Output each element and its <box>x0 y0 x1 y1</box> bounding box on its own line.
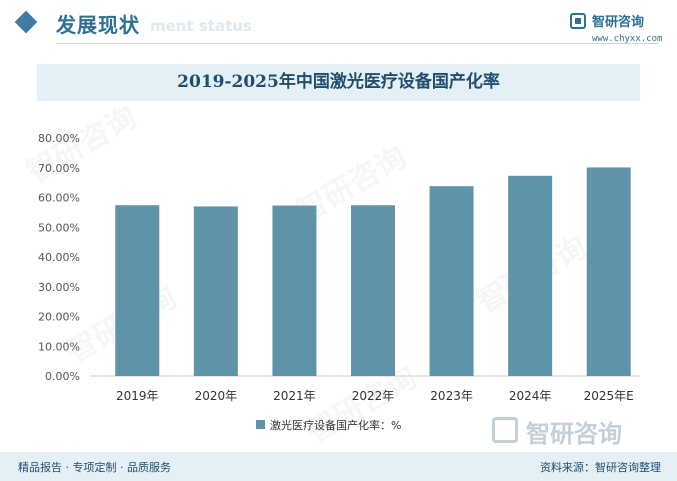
x-tick-label: 2020年 <box>195 389 238 403</box>
legend-swatch <box>256 420 265 429</box>
x-tick-label: 2025年E <box>584 389 634 403</box>
section-subtitle: ment status <box>150 17 252 35</box>
y-tick-label: 0.00% <box>45 370 80 383</box>
legend-label: 激光医疗设备国产化率：% <box>270 419 402 432</box>
bar <box>586 167 631 376</box>
bar <box>193 206 238 376</box>
header: ment status 发展现状 智研咨询 www.chyxx.com <box>0 0 677 48</box>
x-tick-label: 2024年 <box>509 389 552 403</box>
y-tick-label: 20.00% <box>38 311 80 324</box>
y-tick-label: 50.00% <box>38 221 80 234</box>
x-tick-label: 2022年 <box>352 389 395 403</box>
footer-source: 资料来源：智研咨询整理 <box>540 461 661 474</box>
chart-title: 2019-2025年中国激光医疗设备国产化率 <box>177 72 500 92</box>
bar <box>272 205 317 376</box>
x-tick-label: 2021年 <box>273 389 316 403</box>
section-title: 发展现状 <box>56 13 140 37</box>
footer: 精品报告 · 专项定制 · 品质服务 资料来源：智研咨询整理 <box>0 452 677 481</box>
x-tick-label: 2023年 <box>430 389 473 403</box>
brand-url: www.chyxx.com <box>592 34 663 44</box>
footer-logo-text: 智研咨询 <box>526 420 622 448</box>
y-tick-label: 30.00% <box>38 281 80 294</box>
y-tick-label: 40.00% <box>38 251 80 264</box>
bar <box>351 205 395 376</box>
bar <box>429 186 474 376</box>
bar <box>508 175 553 376</box>
footer-tagline: 精品报告 · 专项定制 · 品质服务 <box>18 461 171 474</box>
bar <box>115 205 160 376</box>
x-tick-label: 2019年 <box>116 389 159 403</box>
y-tick-label: 10.00% <box>38 340 80 353</box>
header-divider <box>56 43 659 44</box>
chart-title-band: 2019-2025年中国激光医疗设备国产化率 <box>37 64 640 101</box>
footer-logo-icon <box>492 417 518 443</box>
y-tick-label: 60.00% <box>38 192 80 205</box>
brand-name: 智研咨询 <box>592 15 645 30</box>
brand-logo-icon <box>570 13 586 29</box>
y-tick-label: 70.00% <box>38 162 80 175</box>
y-tick-label: 80.00% <box>38 132 80 145</box>
